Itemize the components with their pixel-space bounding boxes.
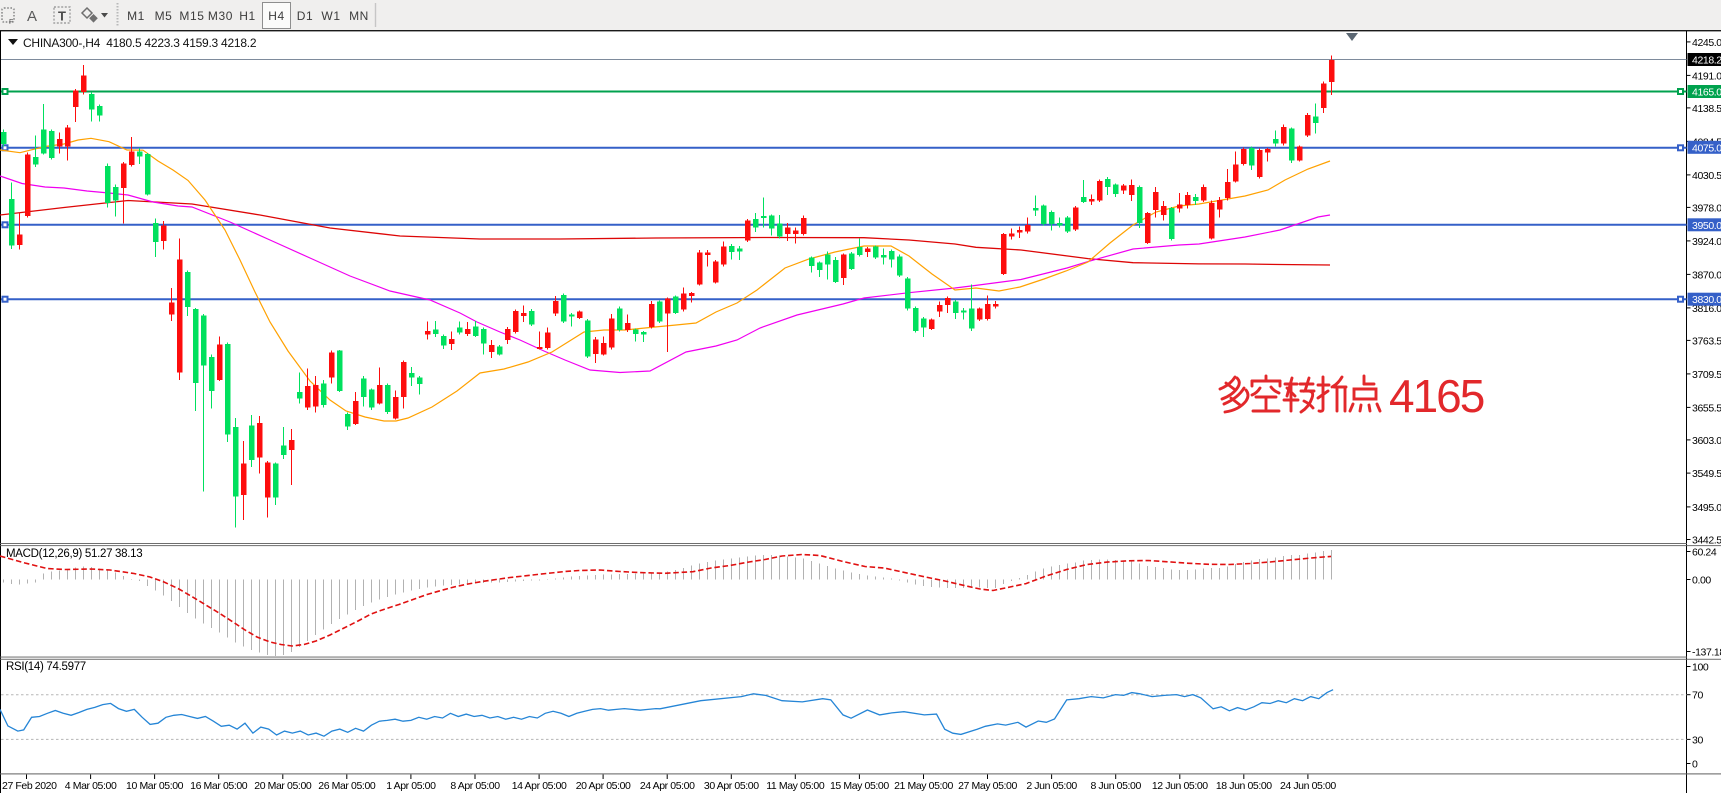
svg-text:0: 0 (1692, 759, 1698, 771)
svg-text:24 Apr 05:00: 24 Apr 05:00 (640, 780, 695, 792)
svg-text:-137.18: -137.18 (1692, 647, 1721, 659)
svg-text:3830.0: 3830.0 (1692, 294, 1721, 306)
svg-text:D1: D1 (297, 9, 314, 23)
svg-text:20 Mar 05:00: 20 Mar 05:00 (254, 780, 312, 792)
svg-text:4165.0: 4165.0 (1692, 87, 1721, 99)
svg-text:MN: MN (349, 9, 369, 23)
svg-text:4075.0: 4075.0 (1692, 142, 1721, 154)
svg-text:3709.5: 3709.5 (1692, 369, 1721, 381)
svg-text:M15: M15 (179, 9, 204, 23)
svg-text:H1: H1 (239, 9, 256, 23)
svg-text:T: T (58, 9, 66, 24)
svg-text:16 Mar 05:00: 16 Mar 05:00 (190, 780, 248, 792)
svg-text:3816.0: 3816.0 (1692, 303, 1721, 315)
svg-text:1 Apr 05:00: 1 Apr 05:00 (386, 780, 436, 792)
svg-text:W1: W1 (321, 9, 340, 23)
svg-text:MACD(12,26,9) 51.27 38.13: MACD(12,26,9) 51.27 38.13 (6, 548, 142, 560)
svg-text:M30: M30 (208, 9, 233, 23)
svg-text:26 Mar 05:00: 26 Mar 05:00 (318, 780, 376, 792)
svg-text:F: F (9, 19, 13, 26)
svg-text:3870.0: 3870.0 (1692, 269, 1721, 281)
svg-text:3442.5: 3442.5 (1692, 535, 1721, 547)
svg-text:11 May 05:00: 11 May 05:00 (766, 780, 825, 792)
svg-text:3978.0: 3978.0 (1692, 202, 1721, 214)
svg-text:4245.0: 4245.0 (1692, 37, 1721, 49)
svg-text:12 Jun 05:00: 12 Jun 05:00 (1152, 780, 1208, 792)
svg-text:3924.0: 3924.0 (1692, 236, 1721, 248)
svg-text:4138.5: 4138.5 (1692, 103, 1721, 115)
svg-text:18 Jun 05:00: 18 Jun 05:00 (1216, 780, 1272, 792)
svg-text:0.00: 0.00 (1692, 575, 1711, 587)
svg-text:3549.5: 3549.5 (1692, 468, 1721, 480)
svg-text:8 Jun 05:00: 8 Jun 05:00 (1090, 780, 1141, 792)
svg-text:24 Jun 05:00: 24 Jun 05:00 (1280, 780, 1336, 792)
svg-text:8 Apr 05:00: 8 Apr 05:00 (450, 780, 500, 792)
svg-text:CHINA300-,H4 4180.5 4223.3 41: CHINA300-,H4 4180.5 4223.3 4159.3 4218.2 (23, 36, 257, 50)
svg-text:27 Feb 2020: 27 Feb 2020 (2, 780, 57, 792)
svg-text:4191.0: 4191.0 (1692, 70, 1721, 82)
svg-text:60.24: 60.24 (1692, 547, 1717, 559)
svg-text:27 May 05:00: 27 May 05:00 (958, 780, 1017, 792)
svg-text:3603.0: 3603.0 (1692, 435, 1721, 447)
svg-text:20 Apr 05:00: 20 Apr 05:00 (576, 780, 631, 792)
svg-text:4218.2: 4218.2 (1692, 55, 1721, 67)
svg-text:4 Mar 05:00: 4 Mar 05:00 (65, 780, 117, 792)
svg-text:70: 70 (1692, 690, 1703, 702)
svg-text:2 Jun 05:00: 2 Jun 05:00 (1026, 780, 1077, 792)
svg-text:15 May 05:00: 15 May 05:00 (830, 780, 889, 792)
svg-text:4030.5: 4030.5 (1692, 170, 1721, 182)
svg-text:10 Mar 05:00: 10 Mar 05:00 (126, 780, 184, 792)
svg-text:4165: 4165 (1389, 370, 1484, 422)
svg-text:3950.0: 3950.0 (1692, 220, 1721, 232)
svg-text:30: 30 (1692, 734, 1703, 746)
svg-text:3495.0: 3495.0 (1692, 502, 1721, 514)
svg-text:3655.5: 3655.5 (1692, 402, 1721, 414)
svg-text:RSI(14) 74.5977: RSI(14) 74.5977 (6, 661, 86, 673)
svg-text:100: 100 (1692, 662, 1709, 674)
svg-text:3763.5: 3763.5 (1692, 335, 1721, 347)
svg-text:M1: M1 (127, 9, 145, 23)
svg-text:14 Apr 05:00: 14 Apr 05:00 (512, 780, 567, 792)
svg-text:30 Apr 05:00: 30 Apr 05:00 (704, 780, 759, 792)
svg-text:M5: M5 (155, 9, 173, 23)
svg-text:A: A (27, 8, 37, 25)
svg-text:H4: H4 (268, 9, 285, 23)
svg-text:21 May 05:00: 21 May 05:00 (894, 780, 953, 792)
